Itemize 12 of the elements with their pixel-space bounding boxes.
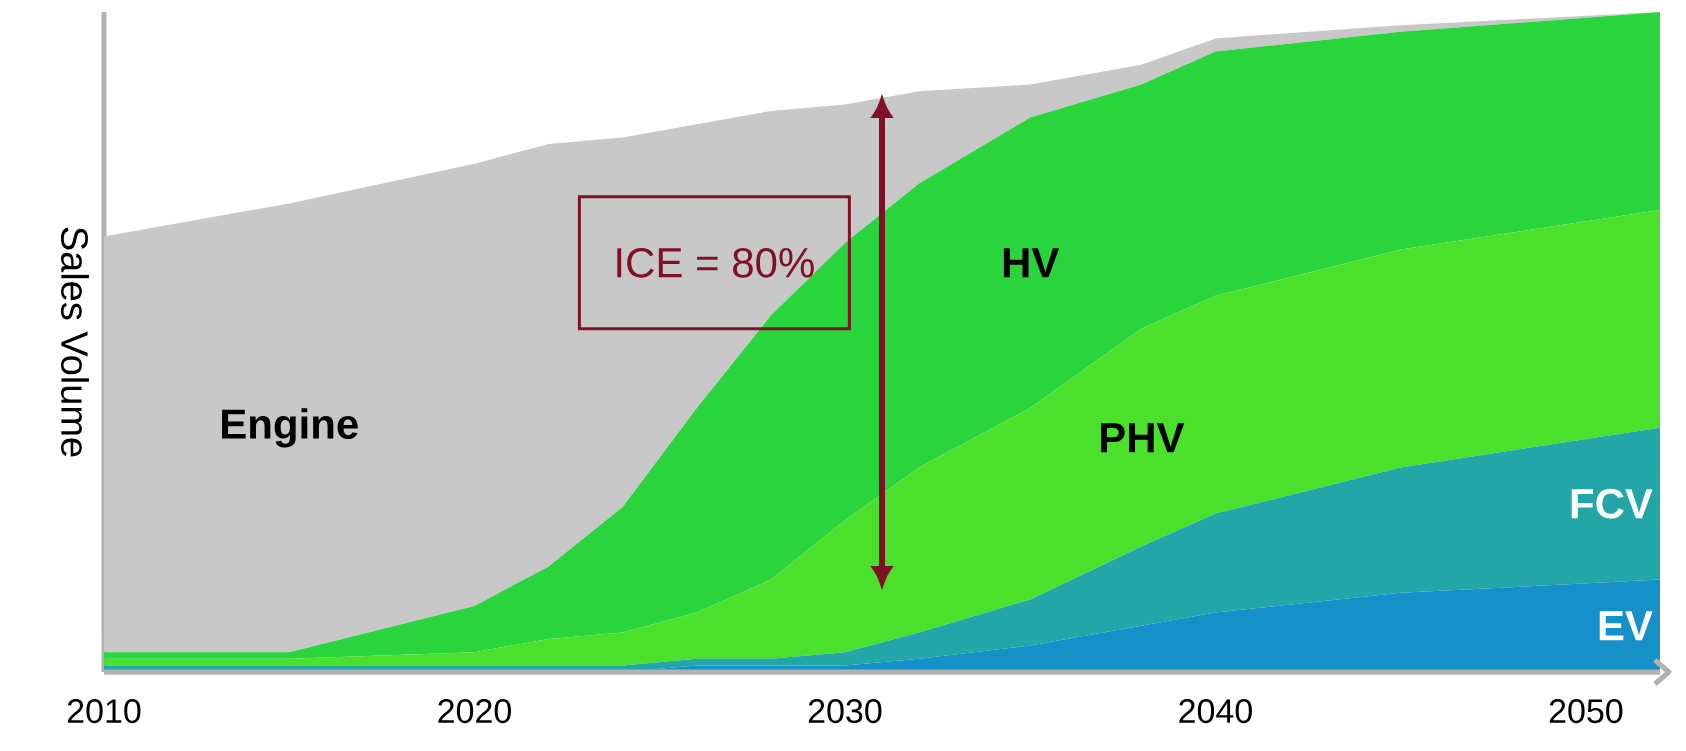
x-tick-label: 2040 [1179,699,1252,724]
series-label: PHV [1100,423,1185,453]
series-label: Engine [222,408,358,448]
series-label: FCV [1571,488,1653,519]
series-label: EV [1599,611,1653,641]
x-tick-label: 2030 [808,699,882,724]
series-label: HV [1003,248,1060,278]
x-tick-label: 2020 [438,699,511,724]
x-tick-label: 2010 [67,699,141,724]
annotation: ICE = 80% [617,247,814,278]
x-tick-label: 2050 [1549,699,1623,724]
y-axis-title: Sales Volume [61,227,89,457]
